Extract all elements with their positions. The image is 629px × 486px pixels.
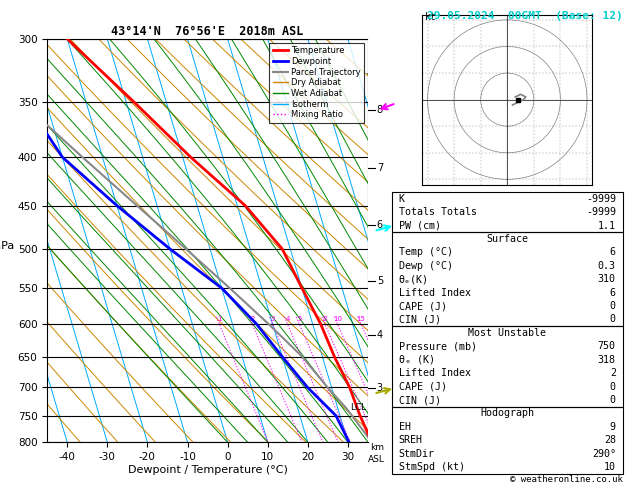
Text: 8: 8	[323, 315, 327, 322]
Bar	[392, 326, 623, 407]
Text: 6: 6	[610, 288, 616, 297]
Legend: Temperature, Dewpoint, Parcel Trajectory, Dry Adiabat, Wet Adiabat, Isotherm, Mi: Temperature, Dewpoint, Parcel Trajectory…	[269, 43, 364, 122]
Text: Most Unstable: Most Unstable	[468, 328, 547, 338]
Text: Lifted Index: Lifted Index	[399, 368, 470, 378]
Text: 9: 9	[610, 422, 616, 432]
Text: CIN (J): CIN (J)	[399, 395, 441, 405]
X-axis label: Dewpoint / Temperature (°C): Dewpoint / Temperature (°C)	[128, 465, 287, 475]
Text: K: K	[399, 194, 405, 204]
Text: 2: 2	[610, 368, 616, 378]
Y-axis label: hPa: hPa	[0, 241, 14, 251]
Text: Dewp (°C): Dewp (°C)	[399, 261, 453, 271]
Text: 6: 6	[610, 247, 616, 258]
Text: 318: 318	[598, 355, 616, 365]
Text: 0.3: 0.3	[598, 261, 616, 271]
Text: 3: 3	[377, 383, 383, 393]
Text: PW (cm): PW (cm)	[399, 221, 441, 230]
Text: Mixing Ratio (g/kg): Mixing Ratio (g/kg)	[371, 198, 380, 283]
Bar	[392, 192, 623, 232]
Text: 6: 6	[377, 220, 383, 230]
Text: StmSpd (kt): StmSpd (kt)	[399, 462, 465, 472]
Text: 5: 5	[297, 315, 301, 322]
Text: 1: 1	[217, 315, 221, 322]
Text: 310: 310	[598, 274, 616, 284]
Text: 8: 8	[377, 105, 383, 115]
Text: 3: 3	[270, 315, 275, 322]
Text: EH: EH	[399, 422, 411, 432]
Text: 0: 0	[610, 395, 616, 405]
Text: km: km	[370, 443, 384, 452]
Text: Hodograph: Hodograph	[481, 408, 534, 418]
Text: CIN (J): CIN (J)	[399, 314, 441, 325]
Text: StmDir: StmDir	[399, 449, 435, 459]
Bar	[392, 407, 623, 474]
Text: 4: 4	[377, 330, 383, 340]
Text: 15: 15	[357, 315, 365, 322]
Text: Pressure (mb): Pressure (mb)	[399, 341, 477, 351]
Text: 10: 10	[604, 462, 616, 472]
Text: CAPE (J): CAPE (J)	[399, 301, 447, 311]
Text: kt: kt	[425, 12, 437, 22]
Text: 4: 4	[286, 315, 289, 322]
Text: 28: 28	[604, 435, 616, 445]
Text: -9999: -9999	[586, 194, 616, 204]
Text: θₑ (K): θₑ (K)	[399, 355, 435, 365]
Text: 290°: 290°	[592, 449, 616, 459]
Text: Lifted Index: Lifted Index	[399, 288, 470, 297]
Text: 5: 5	[377, 277, 383, 286]
Text: 10: 10	[333, 315, 342, 322]
Bar	[392, 232, 623, 326]
Text: 750: 750	[598, 341, 616, 351]
Text: ASL: ASL	[369, 455, 385, 465]
Text: SREH: SREH	[399, 435, 423, 445]
Text: 0: 0	[610, 301, 616, 311]
Text: 29.05.2024  00GMT  (Base: 12): 29.05.2024 00GMT (Base: 12)	[427, 11, 623, 21]
Text: 1.1: 1.1	[598, 221, 616, 230]
Text: Temp (°C): Temp (°C)	[399, 247, 453, 258]
Text: 0: 0	[610, 314, 616, 325]
Text: 7: 7	[377, 163, 383, 174]
Text: 0: 0	[610, 382, 616, 392]
Text: Surface: Surface	[486, 234, 528, 244]
Text: LCL: LCL	[350, 403, 366, 412]
Text: 2: 2	[250, 315, 255, 322]
Text: -9999: -9999	[586, 207, 616, 217]
Text: © weatheronline.co.uk: © weatheronline.co.uk	[510, 474, 623, 484]
Text: θₑ(K): θₑ(K)	[399, 274, 429, 284]
Text: Totals Totals: Totals Totals	[399, 207, 477, 217]
Text: CAPE (J): CAPE (J)	[399, 382, 447, 392]
Title: 43°14'N  76°56'E  2018m ASL: 43°14'N 76°56'E 2018m ASL	[111, 25, 304, 38]
